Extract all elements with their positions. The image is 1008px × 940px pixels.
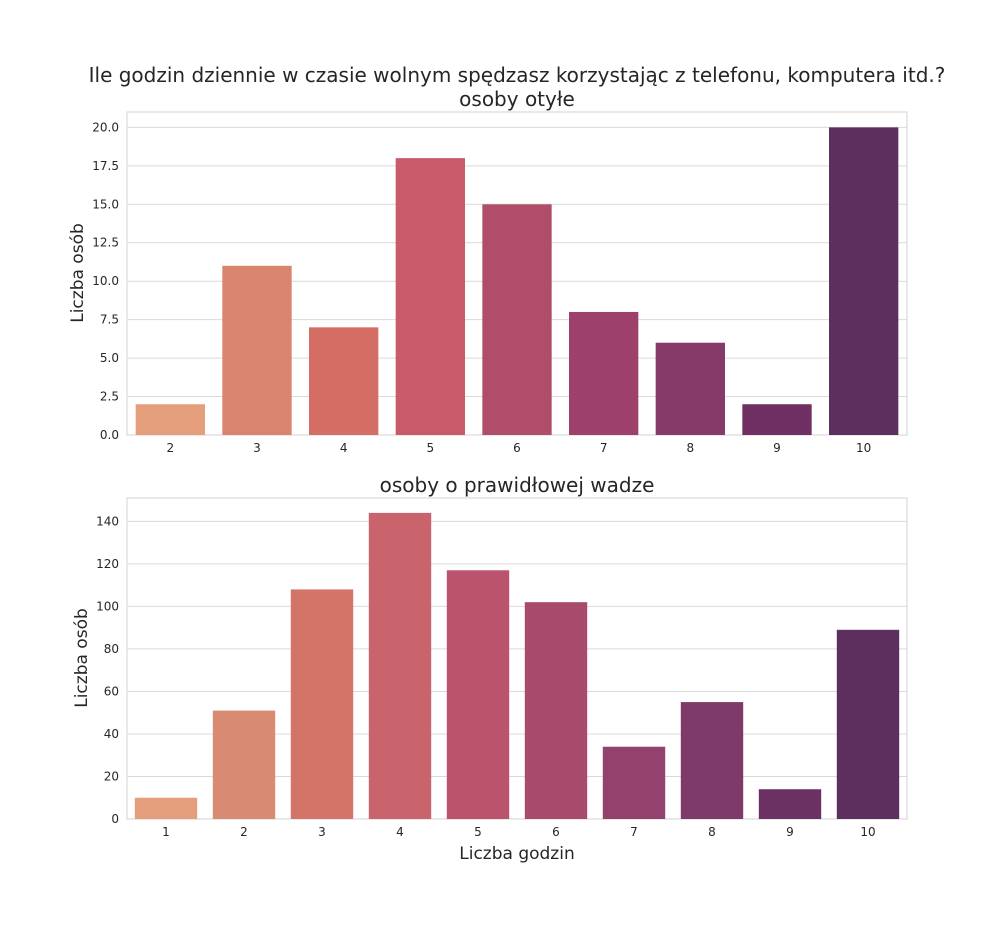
chart-normal-weight-bar-4 xyxy=(368,512,432,819)
chart-normal-weight-y-tick-label: 140 xyxy=(96,514,119,528)
chart-obese-bar-4 xyxy=(309,327,379,435)
chart-normal-weight-bar-7 xyxy=(602,746,666,819)
chart-normal-weight-y-tick-label: 60 xyxy=(104,684,119,698)
chart-obese-x-tick-label: 4 xyxy=(340,441,348,455)
chart-normal-weight-y-tick-label: 80 xyxy=(104,642,119,656)
chart-obese-x-tick-label: 3 xyxy=(253,441,261,455)
chart-normal-weight-x-tick-label: 9 xyxy=(786,825,794,839)
chart-normal-weight-title: osoby o prawidłowej wadze xyxy=(380,473,655,497)
chart-obese-x-tick-label: 10 xyxy=(856,441,871,455)
chart-normal-weight-y-tick-label: 120 xyxy=(96,557,119,571)
chart-normal-weight-y-tick-label: 40 xyxy=(104,727,119,741)
chart-obese-bar-8 xyxy=(655,342,725,435)
chart-normal-weight-y-ticks: 0 20 40 60 80 100 120 140 xyxy=(96,514,119,826)
chart-normal-weight-y-tick-label: 100 xyxy=(96,599,119,613)
chart-obese-bar-9 xyxy=(742,404,812,435)
chart-obese-title: osoby otyłe xyxy=(459,87,575,111)
chart-obese-y-tick-label: 0.0 xyxy=(100,428,119,442)
chart-obese-x-ticks: 2 3 4 5 6 7 8 9 10 xyxy=(167,441,872,455)
chart-obese-ylabel: Liczba osób xyxy=(68,223,88,323)
chart-obese-x-tick-label: 2 xyxy=(167,441,175,455)
chart-normal-weight-x-tick-label: 6 xyxy=(552,825,560,839)
chart-normal-weight-bar-5 xyxy=(446,570,510,819)
chart-obese-bar-6 xyxy=(482,204,552,435)
chart-obese-x-tick-label: 6 xyxy=(513,441,521,455)
chart-obese-bar-3 xyxy=(222,265,292,435)
chart-obese-y-ticks: 0.0 2.5 5.0 7.5 10.0 12.5 15.0 17.5 20.0 xyxy=(92,120,119,442)
chart-obese: osoby otyłe 0.0 2.5 5.0 7.5 10.0 12.5 15.0 17.5… xyxy=(68,87,908,455)
chart-normal-weight: osoby o prawidłowej wadze 02040608010012… xyxy=(72,473,908,864)
chart-obese-y-tick-label: 20.0 xyxy=(92,120,119,134)
chart-normal-weight-x-tick-label: 5 xyxy=(474,825,482,839)
chart-obese-bars xyxy=(135,127,899,435)
chart-normal-weight-bar-8 xyxy=(680,702,744,819)
chart-obese-x-tick-label: 7 xyxy=(600,441,608,455)
chart-normal-weight-bars xyxy=(134,512,900,819)
chart-normal-weight-bar-2 xyxy=(212,710,276,819)
figure-title: Ile godzin dziennie w czasie wolnym spęd… xyxy=(89,63,946,87)
chart-normal-weight-ylabel: Liczba osób xyxy=(72,608,92,708)
chart-obese-bar-5 xyxy=(395,158,465,435)
chart-obese-x-tick-label: 8 xyxy=(687,441,695,455)
chart-obese-y-tick-label: 10.0 xyxy=(92,274,119,288)
chart-obese-bar-10 xyxy=(829,127,899,435)
chart-normal-weight-x-tick-label: 2 xyxy=(240,825,248,839)
chart-normal-weight-y-tick-label: 20 xyxy=(104,769,119,783)
chart-normal-weight-y-tick-label: 0 xyxy=(111,812,119,826)
chart-normal-weight-x-tick-label: 8 xyxy=(708,825,716,839)
chart-normal-weight-bar-3 xyxy=(290,589,354,819)
chart-obese-bar-2 xyxy=(135,404,205,435)
chart-obese-y-tick-label: 7.5 xyxy=(100,313,119,327)
chart-obese-bar-7 xyxy=(569,311,639,435)
chart-normal-weight-x-ticks: 1 2 3 4 5 6 7 8 9 10 xyxy=(162,825,875,839)
chart-normal-weight-bar-1 xyxy=(134,797,198,819)
chart-obese-y-tick-label: 12.5 xyxy=(92,236,119,250)
chart-obese-x-tick-label: 5 xyxy=(427,441,435,455)
chart-normal-weight-x-tick-label: 1 xyxy=(162,825,170,839)
chart-normal-weight-x-tick-label: 7 xyxy=(630,825,638,839)
chart-obese-y-tick-label: 5.0 xyxy=(100,351,119,365)
chart-normal-weight-bar-6 xyxy=(524,602,588,819)
chart-obese-y-tick-label: 2.5 xyxy=(100,390,119,404)
chart-obese-y-tick-label: 17.5 xyxy=(92,159,119,173)
chart-normal-weight-xlabel: Liczba godzin xyxy=(459,844,574,864)
chart-obese-x-tick-label: 9 xyxy=(773,441,781,455)
chart-normal-weight-x-tick-label: 4 xyxy=(396,825,404,839)
chart-normal-weight-x-tick-label: 3 xyxy=(318,825,326,839)
chart-normal-weight-bar-9 xyxy=(758,789,822,819)
chart-normal-weight-x-tick-label: 10 xyxy=(860,825,875,839)
chart-obese-y-tick-label: 15.0 xyxy=(92,197,119,211)
chart-normal-weight-bar-10 xyxy=(836,629,900,819)
